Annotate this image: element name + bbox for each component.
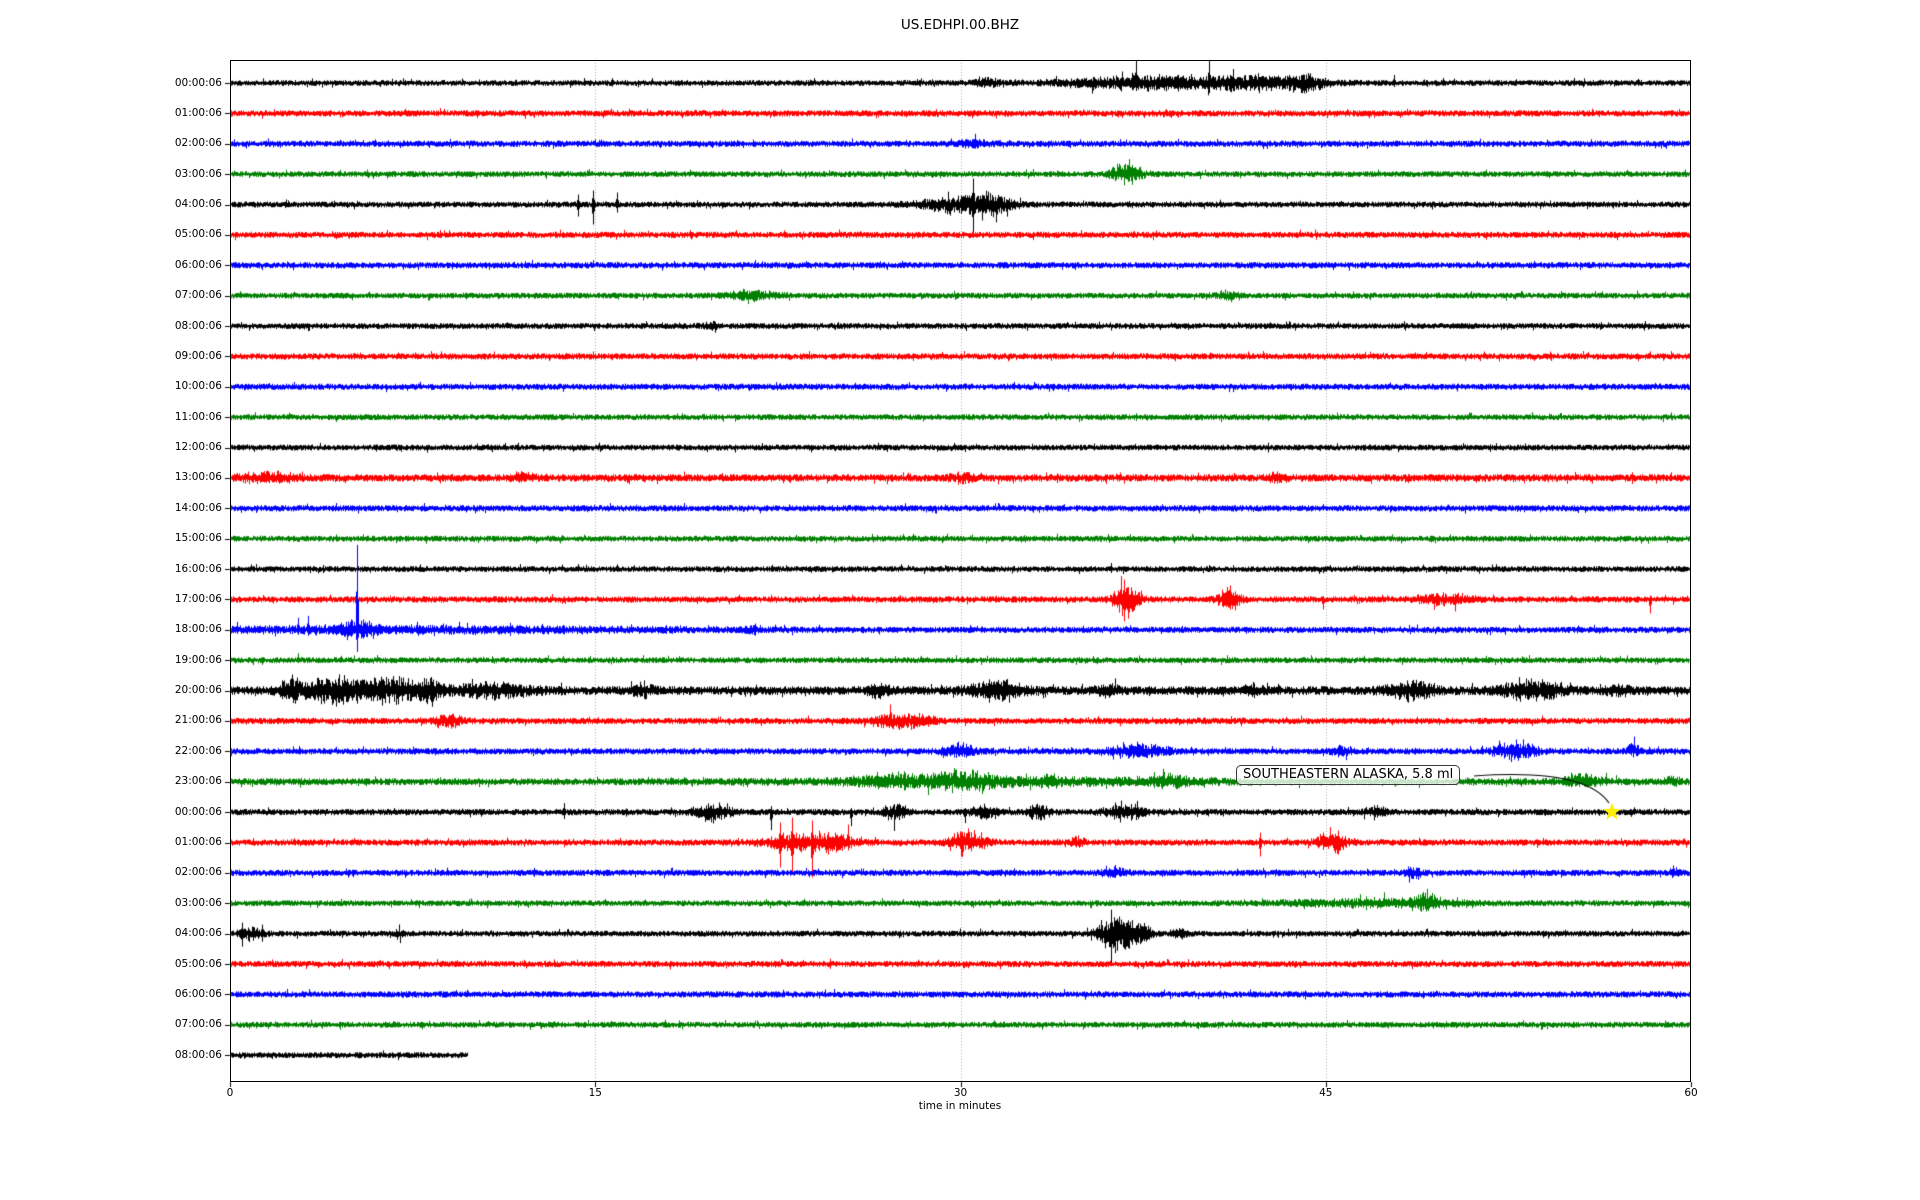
trace-time-label: 17:00:06 (174, 592, 222, 605)
x-axis-title: time in minutes (918, 1100, 1002, 1112)
x-tick-label: 60 (1684, 1087, 1698, 1099)
trace-time-label: 20:00:06 (174, 684, 222, 697)
trace-time-label: 03:00:06 (174, 167, 222, 180)
trace-time-label: 01:00:06 (174, 106, 222, 119)
trace-time-label: 11:00:06 (174, 410, 222, 423)
trace-time-label: 09:00:06 (174, 349, 222, 362)
event-star-icon (1602, 802, 1622, 820)
trace-time-label: 06:00:06 (174, 987, 222, 1000)
trace-time-label: 03:00:06 (174, 896, 222, 909)
x-tick-label: 30 (953, 1087, 968, 1099)
trace-time-label: 00:00:06 (174, 76, 222, 89)
x-tick-label: 15 (588, 1087, 602, 1099)
trace-time-label: 13:00:06 (174, 471, 222, 484)
trace-time-label: 12:00:06 (174, 441, 222, 454)
x-tick-label: 0 (226, 1087, 234, 1099)
trace-time-label: 23:00:06 (174, 775, 222, 788)
trace-time-label: 00:00:06 (174, 805, 222, 818)
trace-time-label: 08:00:06 (174, 319, 222, 332)
trace-time-label: 19:00:06 (174, 653, 222, 666)
trace-time-label: 02:00:06 (174, 137, 222, 150)
x-tick-label: 45 (1319, 1087, 1333, 1099)
trace-time-label: 14:00:06 (174, 501, 222, 514)
trace-time-label: 21:00:06 (174, 714, 222, 727)
chart-title: US.EDHPI.00.BHZ (900, 17, 1020, 33)
trace-time-label: 04:00:06 (174, 927, 222, 940)
trace-time-label: 10:00:06 (174, 380, 222, 393)
trace-time-label: 07:00:06 (174, 1018, 222, 1031)
trace-time-label: 16:00:06 (174, 562, 222, 575)
trace-time-label: 07:00:06 (174, 289, 222, 302)
trace-time-label: 08:00:06 (174, 1048, 222, 1061)
event-annotation: SOUTHEASTERN ALASKA, 5.8 ml (1236, 765, 1461, 785)
trace-time-label: 22:00:06 (174, 744, 222, 757)
trace-time-label: 04:00:06 (174, 198, 222, 211)
plot-area-border (230, 60, 1691, 1082)
trace-time-label: 06:00:06 (174, 258, 222, 271)
trace-time-label: 05:00:06 (174, 228, 222, 241)
trace-time-label: 01:00:06 (174, 836, 222, 848)
trace-time-label: 15:00:06 (174, 532, 222, 545)
trace-time-label: 05:00:06 (174, 957, 222, 970)
trace-time-label: 18:00:06 (174, 623, 222, 636)
trace-time-label: 02:00:06 (174, 866, 222, 879)
